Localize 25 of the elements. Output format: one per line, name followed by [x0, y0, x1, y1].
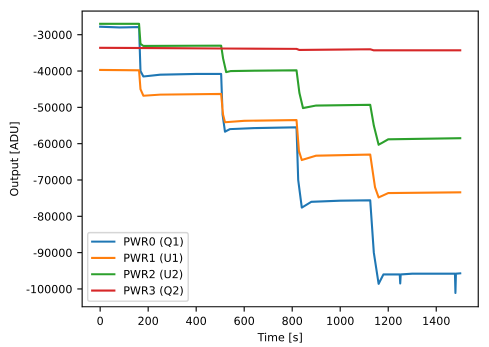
y-tick-label: -90000: [34, 248, 72, 258]
x-tick-label: 800: [282, 316, 302, 326]
x-tick-label: 200: [138, 316, 158, 326]
y-tick-label: -100000: [26, 284, 72, 294]
y-tick-label: -70000: [34, 176, 72, 184]
x-tick-label: 1200: [375, 316, 402, 326]
x-axis-title: Time [s]: [258, 332, 302, 343]
x-tick-label: 1000: [327, 316, 354, 326]
x-tick-label: 400: [186, 316, 206, 326]
legend-label: PWR2 (U2): [124, 270, 182, 280]
y-tick-label: -30000: [34, 30, 72, 40]
legend-label: PWR3 (Q2): [124, 286, 183, 296]
x-tick-label: 0: [97, 316, 103, 326]
line-series: [99, 26, 462, 294]
line-series: [99, 68, 462, 198]
y-tick-label: -60000: [34, 140, 72, 148]
x-tick-label: 1400: [423, 316, 450, 326]
y-tick-label: -80000: [34, 212, 72, 221]
legend-label: PWR0 (Q1): [124, 237, 183, 247]
legend-label: PWR1 (U1): [124, 253, 182, 264]
x-tick-label: 600: [234, 316, 254, 326]
y-axis-title: Output [ADU]: [10, 122, 20, 196]
line-series: [99, 22, 462, 146]
y-tick-label: -50000: [34, 103, 72, 112]
y-tick-label: -40000: [34, 67, 72, 76]
